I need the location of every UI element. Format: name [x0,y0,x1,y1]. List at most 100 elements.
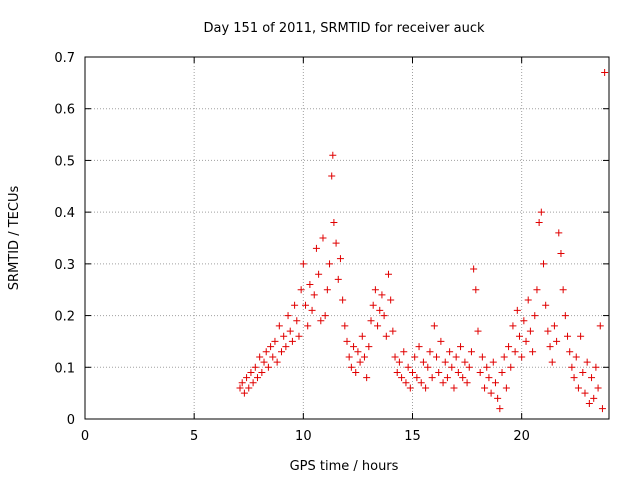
data-point [273,358,281,366]
data-point [457,343,465,351]
data-point [428,374,436,382]
y-tick-label: 0 [67,413,75,428]
data-point [293,317,301,325]
data-point [398,374,406,382]
data-point [463,379,471,387]
data-point [465,363,473,371]
data-point [329,151,337,159]
plot-frame [84,56,610,420]
data-point [243,374,251,382]
data-point [515,332,523,340]
data-point [315,270,323,278]
data-point [249,379,257,387]
data-point [533,286,541,294]
data-point [454,368,462,376]
data-point [275,322,283,330]
data-point [245,384,253,392]
data-point [358,332,366,340]
data-point [446,348,454,356]
data-point [406,384,414,392]
data-point [389,327,397,335]
data-point [544,327,552,335]
data-point [588,374,596,382]
data-point [592,363,600,371]
y-tick-label: 0.6 [54,103,75,118]
data-point [529,348,537,356]
data-point [524,296,532,304]
data-point [330,218,338,226]
data-point [280,332,288,340]
data-point [507,363,515,371]
y-tick-label: 0.3 [54,258,75,273]
data-point [319,234,327,242]
data-point [564,332,572,340]
data-point [260,358,268,366]
data-point [286,327,294,335]
data-point [413,374,421,382]
data-point [382,332,390,340]
data-point [550,322,558,330]
data-point [577,332,585,340]
data-point [347,363,355,371]
data-point [310,291,318,299]
data-point [557,250,565,258]
data-point [574,384,582,392]
data-point [282,343,290,351]
data-point [485,374,493,382]
data-point [409,368,416,376]
data-point [513,306,521,314]
data-point [585,399,593,407]
data-point [441,358,449,366]
x-axis-label: GPS time / hours [290,459,399,474]
data-point [302,301,310,309]
data-point [376,306,384,314]
x-tick-label: 15 [404,429,421,444]
data-point [317,317,325,325]
data-point [474,327,482,335]
data-point [531,312,539,320]
data-point [424,363,432,371]
data-point [498,368,506,376]
data-point [500,353,508,361]
data-point [297,286,305,294]
data-point [448,363,456,371]
data-point [393,368,401,376]
y-axis-label: SRMTID / TECUs [7,186,22,291]
data-point [354,348,362,356]
data-point [339,296,347,304]
data-point [461,358,469,366]
data-point [433,353,441,361]
data-point [269,353,277,361]
axis-ticks [84,56,609,420]
data-point [598,405,606,413]
data-point [356,358,364,366]
data-point [336,255,344,263]
x-tick-label: 0 [81,429,89,444]
data-point [559,286,567,294]
data-point [380,312,388,320]
data-point [509,322,517,330]
data-point [450,384,458,392]
data-point [439,379,447,387]
data-point [459,374,467,382]
data-point [535,218,543,226]
data-point [304,322,312,330]
data-point [520,317,528,325]
data-point [299,260,307,268]
chart-title: Day 151 of 2011, SRMTID for receiver auc… [203,21,485,36]
x-tick-labels: 0 5 10 15 20 [81,429,530,444]
data-point [452,353,460,361]
data-point [581,389,589,397]
data-point [371,286,379,294]
data-point [236,384,244,392]
y-tick-labels: 0 0.1 0.2 0.3 0.4 0.5 0.6 0.7 [54,51,75,428]
data-point [511,348,519,356]
data-point [284,312,292,320]
data-point [470,265,478,273]
data-point [540,260,547,268]
data-point [601,69,609,77]
y-tick-label: 0.7 [54,51,75,66]
y-tick-label: 0.2 [54,310,75,325]
data-point [548,358,556,366]
